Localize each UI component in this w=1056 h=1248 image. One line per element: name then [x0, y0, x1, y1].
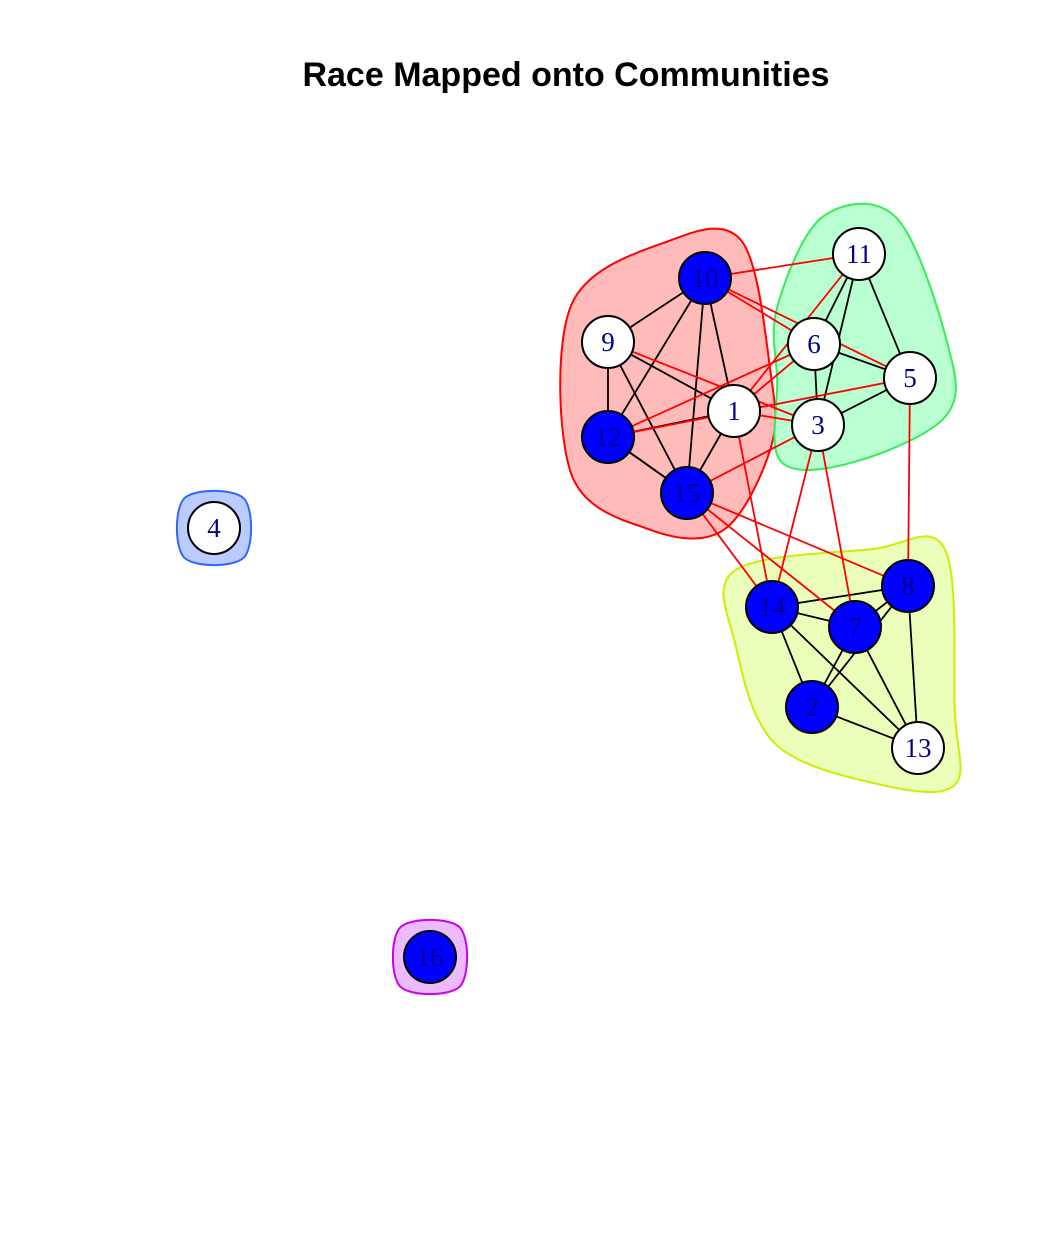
node-label-3: 3	[811, 410, 825, 440]
node-label-9: 9	[601, 327, 615, 357]
node-circle-2	[785, 680, 839, 734]
edge-9-3	[607, 341, 819, 426]
edge-14-13	[771, 606, 919, 749]
node-9: 9	[581, 315, 635, 369]
node-label-1: 1	[727, 396, 741, 426]
node-label-10: 10	[692, 263, 719, 293]
node-label-15: 15	[674, 478, 701, 508]
node-7: 7	[828, 600, 882, 654]
edge-1-14	[733, 410, 773, 608]
node-circle-10	[678, 251, 732, 305]
node-label-14: 14	[759, 592, 787, 622]
node-label-2: 2	[805, 692, 819, 722]
node-4: 4	[187, 501, 241, 555]
node-2: 2	[785, 680, 839, 734]
edge-8-13	[907, 585, 919, 749]
node-label-4: 4	[207, 513, 221, 543]
node-12: 12	[581, 410, 635, 464]
edge-12-6	[607, 343, 815, 438]
node-circle-8	[881, 559, 935, 613]
node-label-13: 13	[905, 733, 932, 763]
node-label-11: 11	[846, 239, 872, 269]
node-10: 10	[678, 251, 732, 305]
node-16: 16	[403, 930, 457, 984]
node-15: 15	[660, 466, 714, 520]
node-8: 8	[881, 559, 935, 613]
node-label-7: 7	[848, 612, 862, 642]
node-circle-7	[828, 600, 882, 654]
node-circle-6	[787, 317, 841, 371]
node-1: 1	[707, 384, 761, 438]
node-circle-12	[581, 410, 635, 464]
node-circle-14	[745, 580, 799, 634]
node-3: 3	[791, 398, 845, 452]
node-5: 5	[883, 351, 937, 405]
edge-9-15	[607, 341, 688, 494]
node-circle-16	[403, 930, 457, 984]
node-label-6: 6	[807, 329, 821, 359]
node-13: 13	[891, 721, 945, 775]
edge-3-14	[771, 424, 819, 608]
node-circle-3	[791, 398, 845, 452]
node-14: 14	[745, 580, 799, 634]
node-label-12: 12	[595, 422, 622, 452]
node-circle-15	[660, 466, 714, 520]
edge-3-7	[817, 424, 856, 628]
chart-title: Race Mapped onto Communities	[302, 56, 830, 94]
node-circle-11	[832, 227, 886, 281]
edge-15-8	[686, 492, 909, 587]
node-circle-5	[883, 351, 937, 405]
edge-5-8	[907, 377, 911, 587]
node-circle-4	[187, 501, 241, 555]
node-11: 11	[832, 227, 886, 281]
edge-15-7	[686, 492, 856, 628]
node-label-16: 16	[417, 942, 444, 972]
node-label-5: 5	[903, 363, 917, 393]
node-circle-13	[891, 721, 945, 775]
node-circle-9	[581, 315, 635, 369]
node-6: 6	[787, 317, 841, 371]
edge-10-12	[607, 277, 706, 438]
edge-10-15	[686, 277, 706, 494]
node-label-8: 8	[901, 571, 915, 601]
node-circle-1	[707, 384, 761, 438]
